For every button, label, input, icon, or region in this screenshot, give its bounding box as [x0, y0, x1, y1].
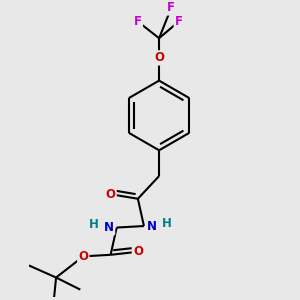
- Text: O: O: [106, 188, 116, 201]
- Text: F: F: [175, 15, 183, 28]
- Text: O: O: [78, 250, 88, 263]
- Text: N: N: [146, 220, 157, 232]
- Text: F: F: [134, 15, 142, 28]
- Text: N: N: [104, 221, 114, 234]
- Text: H: H: [162, 217, 172, 230]
- Text: H: H: [89, 218, 99, 231]
- Text: O: O: [154, 51, 164, 64]
- Text: F: F: [167, 2, 175, 14]
- Text: O: O: [133, 245, 143, 258]
